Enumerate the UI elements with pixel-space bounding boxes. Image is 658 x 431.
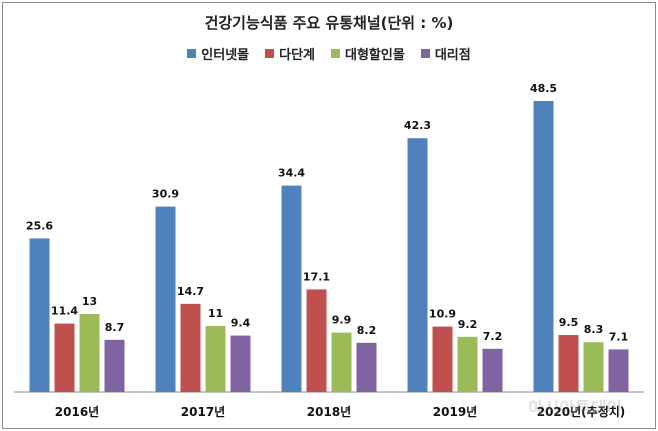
bar — [356, 342, 377, 392]
legend-swatch — [420, 49, 430, 58]
data-label: 7.2 — [483, 330, 503, 343]
x-tick-label: 2020년(추정치) — [537, 404, 626, 419]
bar — [79, 314, 100, 392]
legend-label: 다단계 — [279, 48, 316, 63]
bar — [608, 349, 629, 392]
data-label: 9.2 — [458, 318, 478, 331]
bar — [29, 238, 50, 392]
x-tick-label: 2016년 — [55, 405, 99, 419]
data-label: 14.7 — [177, 285, 204, 298]
legend-label: 인터넷몰 — [201, 48, 250, 63]
legend-swatch — [265, 49, 275, 58]
bar — [54, 323, 75, 392]
bar — [407, 138, 428, 392]
data-label: 8.7 — [105, 321, 125, 334]
data-label: 9.4 — [231, 317, 251, 330]
chart-legend: 인터넷몰 다단계 대형할인몰 대리점 — [0, 44, 658, 63]
bar — [432, 326, 453, 392]
bar — [331, 332, 352, 392]
data-label: 17.1 — [303, 270, 330, 283]
bar — [180, 303, 201, 392]
legend-item-3: 대리점 — [420, 44, 471, 63]
legend-item-0: 인터넷몰 — [187, 44, 249, 63]
bar — [583, 342, 604, 392]
data-label: 11 — [208, 307, 223, 320]
watermark: 아시아투데이 — [528, 399, 622, 419]
legend-label: 대리점 — [434, 48, 471, 63]
bar — [457, 336, 478, 392]
bar — [533, 101, 554, 392]
bar — [281, 185, 302, 392]
bar — [230, 335, 251, 392]
data-label: 8.3 — [584, 323, 604, 336]
data-label: 9.5 — [559, 316, 579, 329]
data-label: 48.5 — [530, 82, 557, 95]
legend-item-1: 다단계 — [265, 44, 315, 63]
bar — [482, 348, 503, 392]
bar — [558, 335, 579, 392]
legend-swatch — [187, 49, 197, 58]
bar — [205, 326, 226, 392]
data-label: 10.9 — [429, 308, 456, 321]
data-label: 42.3 — [404, 119, 431, 132]
data-label: 25.6 — [26, 219, 53, 232]
legend-item-2: 대형할인몰 — [331, 44, 405, 63]
bar — [155, 206, 176, 392]
legend-label: 대형할인몰 — [345, 48, 405, 63]
data-label: 8.2 — [357, 324, 377, 337]
x-tick-label: 2019년 — [433, 405, 477, 419]
chart-title: 건강기능식품 주요 유통채널(단위 : %) — [204, 14, 454, 32]
data-label: 9.9 — [332, 314, 352, 327]
data-label: 7.1 — [609, 330, 629, 343]
data-label: 11.4 — [51, 305, 78, 318]
x-tick-label: 2017년 — [181, 405, 225, 419]
data-label: 34.4 — [278, 167, 305, 180]
data-label: 30.9 — [152, 188, 179, 201]
bar — [306, 289, 327, 392]
x-tick-label: 2018년 — [307, 405, 351, 419]
bar — [104, 339, 125, 392]
data-label: 13 — [82, 295, 97, 308]
legend-swatch — [331, 49, 341, 58]
